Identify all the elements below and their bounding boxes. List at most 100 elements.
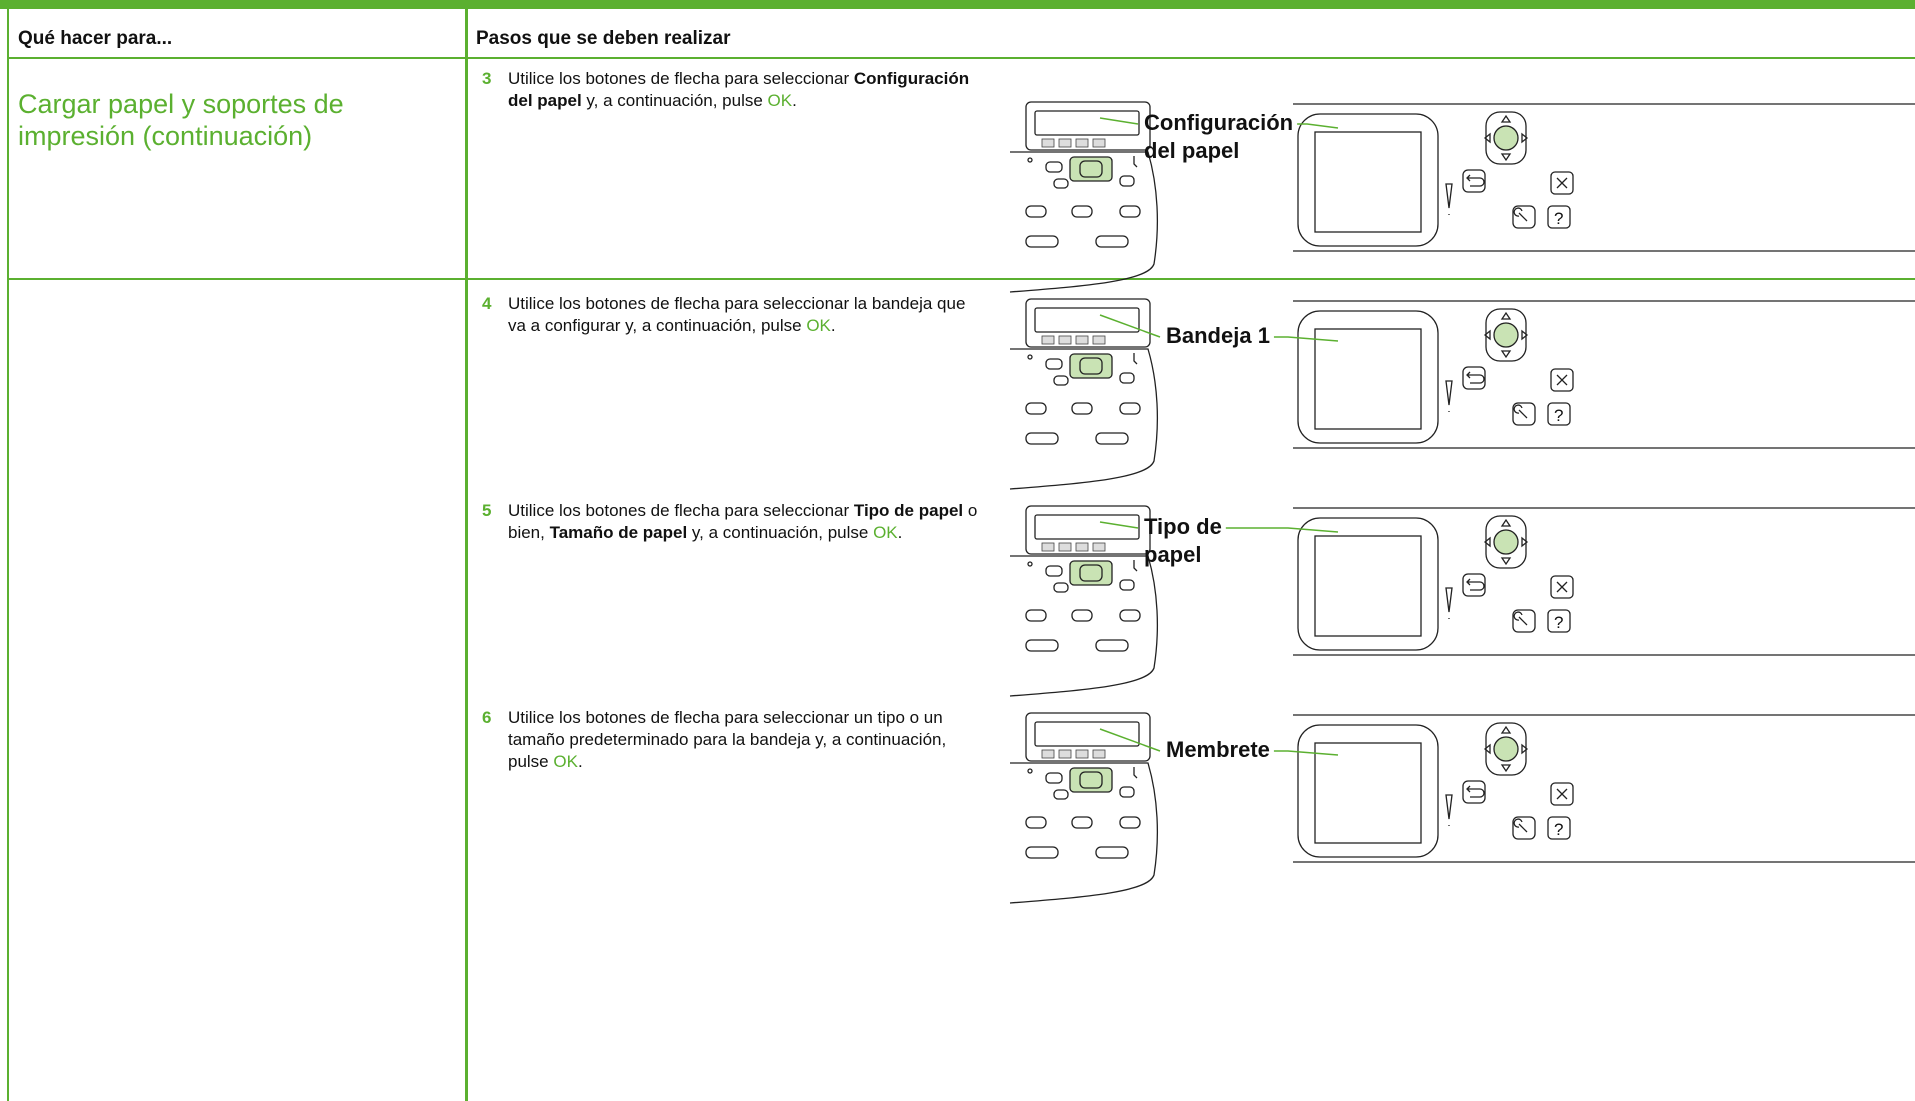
btn [1119, 786, 1135, 798]
leader [1099, 314, 1161, 338]
callout: Membrete [1166, 737, 1270, 762]
body [1009, 348, 1159, 490]
btn [1025, 402, 1047, 415]
cancel-btn [1550, 171, 1574, 195]
back-icon [1466, 371, 1485, 384]
help-icon: ? [1554, 820, 1563, 839]
text-run: o bien, [508, 501, 978, 542]
nav-ok [1079, 160, 1103, 178]
btn [1095, 846, 1129, 859]
callout: papel [1144, 542, 1201, 567]
step-number: 6 [482, 708, 492, 727]
btn [1071, 402, 1093, 415]
btn [1053, 789, 1069, 800]
btn [1119, 372, 1135, 384]
screen [1314, 535, 1422, 637]
back-btn [1462, 169, 1486, 193]
help-btn [1547, 816, 1571, 840]
help-btn [1547, 205, 1571, 229]
btn [1119, 579, 1135, 591]
ok-btn [1493, 125, 1519, 151]
alert [1445, 183, 1453, 215]
text-run: Tamaño de papel [549, 523, 688, 542]
btn [1025, 816, 1047, 829]
btn [1119, 175, 1135, 187]
text-run: Tipo de papel [853, 501, 964, 520]
illustration: ? Membrete [1009, 712, 1915, 904]
leader [1273, 750, 1339, 756]
screen-bezel [1297, 517, 1439, 651]
btn [1025, 432, 1059, 445]
display-bezel [1025, 298, 1151, 348]
nav-ok [1079, 564, 1103, 582]
screen [1314, 328, 1422, 430]
btn [1053, 178, 1069, 189]
setup-btn [1512, 816, 1536, 840]
alert [1445, 587, 1453, 619]
border [465, 9, 468, 1101]
led [1075, 138, 1089, 148]
cancel-icon [1556, 788, 1568, 800]
icon [1133, 767, 1138, 779]
ok-btn [1493, 529, 1519, 555]
leader [1273, 336, 1339, 342]
led [1041, 749, 1055, 759]
dot [1027, 768, 1033, 774]
display-bezel [1025, 712, 1151, 762]
btn [1071, 816, 1093, 829]
leader [1099, 728, 1161, 752]
cancel-btn [1550, 782, 1574, 806]
border [7, 9, 9, 1101]
cancel-btn [1550, 575, 1574, 599]
screen-bezel [1297, 724, 1439, 858]
header-cell: Qué hacer para... [18, 28, 173, 49]
back-icon [1466, 578, 1485, 591]
led [1058, 749, 1072, 759]
dot [1027, 561, 1033, 567]
border [7, 57, 1915, 59]
btn [1095, 235, 1129, 248]
callout: Configuración [1144, 110, 1293, 135]
text-run: OK [806, 316, 831, 335]
dot [1027, 157, 1033, 163]
illustration: ? Bandeja 1 [1009, 298, 1915, 490]
text-run: . [792, 91, 797, 110]
btn [1045, 772, 1063, 784]
text-run: OK [767, 91, 793, 110]
setup-btn [1512, 402, 1536, 426]
display [1034, 514, 1140, 540]
screen-bezel [1297, 113, 1439, 247]
led [1075, 335, 1089, 345]
screen [1314, 742, 1422, 844]
header-cell: Pasos que se deben realizar [476, 28, 731, 49]
illustration: ? Tipo de papel [1009, 505, 1915, 697]
text-run: . [830, 316, 836, 335]
ok-btn [1493, 736, 1519, 762]
step-text: Utilice los botones de flecha para selec… [508, 500, 978, 544]
btn [1095, 639, 1129, 652]
arrows [1483, 725, 1529, 773]
setup-btn [1512, 205, 1536, 229]
cancel-icon [1556, 177, 1568, 189]
top-bar [0, 0, 1915, 9]
icon [1133, 560, 1138, 572]
led [1041, 335, 1055, 345]
callout: Tipo de [1144, 514, 1222, 539]
text-run: Utilice los botones de flecha para selec… [508, 708, 947, 771]
led [1092, 749, 1106, 759]
help-btn [1547, 609, 1571, 633]
cancel-icon [1556, 581, 1568, 593]
display [1034, 307, 1140, 333]
btn [1025, 205, 1047, 218]
step-number: 5 [482, 501, 492, 520]
btn [1025, 235, 1059, 248]
btn [1119, 816, 1141, 829]
back-btn [1462, 366, 1486, 390]
help-icon: ? [1554, 613, 1563, 632]
arrows [1483, 114, 1529, 162]
callout: del papel [1144, 138, 1239, 163]
step-number: 4 [482, 294, 492, 313]
text-run: Utilice los botones de flecha para selec… [508, 294, 966, 335]
btn [1119, 609, 1141, 622]
